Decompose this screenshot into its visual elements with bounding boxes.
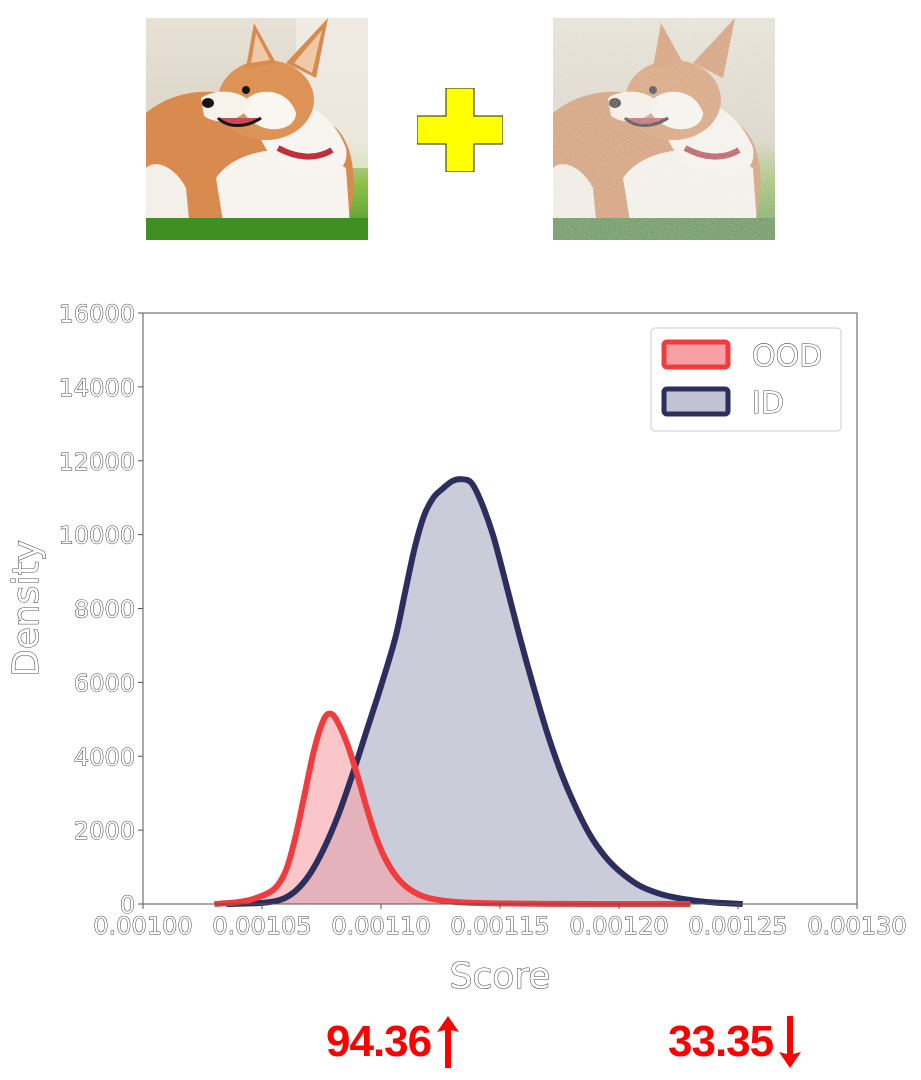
legend-swatch-id [661,386,731,417]
density-area-ood [214,713,691,905]
y-tick-label: 2000 [74,817,135,845]
arrow-down-icon [779,1016,802,1068]
y-tick-label: 14000 [59,374,135,402]
corgi-photo-icon [146,18,368,240]
x-tick-label: 0.00115 [450,912,549,940]
density-chart: 0.00100 0.00105 0.00110 0.00115 0.00120 0.001… [6,300,907,990]
y-tick-label: 6000 [74,669,135,697]
x-tick-label: 0.00125 [688,912,787,940]
x-tick-label: 0.00105 [212,912,311,940]
legend-label-ood: OOD [752,339,822,374]
plus-icon [416,87,504,173]
legend-label-id: ID [752,386,784,421]
y-tick-label: 8000 [74,596,135,624]
metric-auroc: 94.36 [326,1012,461,1072]
corgi-photo-noisy [553,18,775,240]
legend-swatch-ood [661,339,731,370]
x-tick-label: 0.00130 [807,912,906,940]
y-axis-label: Density [6,540,47,677]
x-tick-label: 0.00120 [569,912,668,940]
density-line-ood [214,710,691,908]
x-tick-label: 0.00100 [93,912,192,940]
metric-value: 33.35 [668,1017,774,1066]
density-line-id [226,476,743,907]
y-tick-label: 0 [120,891,135,919]
y-tick-label: 12000 [59,448,135,476]
metric-value: 94.36 [326,1017,432,1066]
corgi-photo-clean [146,18,368,240]
corgi-photo-icon [553,18,775,240]
legend: OOD ID [650,327,842,432]
y-tick-label: 16000 [59,300,135,328]
arrow-up-icon [437,1016,460,1068]
y-tick-label: 4000 [74,743,135,771]
y-tick-label: 10000 [59,522,135,550]
x-tick-label: 0.00110 [331,912,430,940]
x-axis-label: Score [450,956,551,990]
metric-fpr: 33.35 [668,1012,803,1072]
